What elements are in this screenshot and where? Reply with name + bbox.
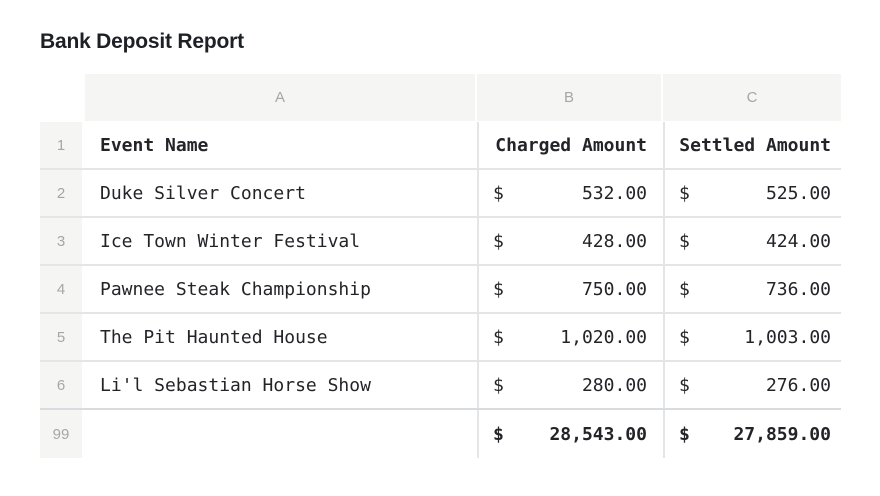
- header-cell-settled-amount[interactable]: Settled Amount: [663, 122, 841, 168]
- currency-symbol: $: [493, 374, 504, 396]
- cell-settled-amount[interactable]: $ 424.00: [663, 218, 841, 264]
- table-row: 2 Duke Silver Concert $ 532.00 $ 525.00: [40, 170, 841, 218]
- row-number[interactable]: 4: [40, 266, 82, 312]
- cell-event-name[interactable]: Li'l Sebastian Horse Show: [100, 374, 371, 396]
- cell-settled-amount[interactable]: $ 525.00: [663, 170, 841, 216]
- amount-value: 532.00: [581, 182, 647, 204]
- currency-symbol: $: [679, 182, 690, 204]
- amount-value: 424.00: [765, 230, 831, 252]
- currency-symbol: $: [493, 230, 504, 252]
- cell-event-name[interactable]: The Pit Haunted House: [100, 326, 328, 348]
- cell-charged-amount[interactable]: $ 1,020.00: [477, 314, 663, 360]
- table-row: 3 Ice Town Winter Festival $ 428.00 $ 42…: [40, 218, 841, 266]
- column-letter-row: A B C: [40, 74, 841, 121]
- row-number[interactable]: 6: [40, 362, 82, 408]
- cell-settled-amount[interactable]: $ 1,003.00: [663, 314, 841, 360]
- cell-event-name-empty[interactable]: [85, 410, 477, 458]
- cell-settled-amount[interactable]: $ 736.00: [663, 266, 841, 312]
- cell-charged-amount[interactable]: $ 428.00: [477, 218, 663, 264]
- currency-symbol: $: [679, 423, 690, 445]
- cell-charged-amount[interactable]: $ 750.00: [477, 266, 663, 312]
- row-number[interactable]: 3: [40, 218, 82, 264]
- cell-event-name[interactable]: Pawnee Steak Championship: [100, 278, 371, 300]
- table-header-row: 1 Event Name Charged Amount Settled Amou…: [40, 122, 841, 170]
- spreadsheet: A B C 1 Event Name Charged Amount Settle…: [40, 74, 841, 458]
- amount-value: 28,543.00: [549, 423, 647, 445]
- amount-value: 280.00: [581, 374, 647, 396]
- table-row: 6 Li'l Sebastian Horse Show $ 280.00 $ 2…: [40, 362, 841, 410]
- currency-symbol: $: [493, 326, 504, 348]
- row-number[interactable]: 1: [40, 122, 82, 168]
- amount-value: 276.00: [765, 374, 831, 396]
- column-header-b[interactable]: B: [477, 74, 661, 121]
- currency-symbol: $: [679, 326, 690, 348]
- currency-symbol: $: [493, 423, 504, 445]
- row-number[interactable]: 5: [40, 314, 82, 360]
- table-row: 4 Pawnee Steak Championship $ 750.00 $ 7…: [40, 266, 841, 314]
- column-header-a[interactable]: A: [85, 74, 475, 121]
- amount-value: 1,003.00: [744, 326, 831, 348]
- cell-event-name[interactable]: Ice Town Winter Festival: [100, 230, 361, 252]
- cell-settled-amount[interactable]: $ 276.00: [663, 362, 841, 408]
- currency-symbol: $: [679, 230, 690, 252]
- currency-symbol: $: [679, 374, 690, 396]
- cell-total-settled-amount[interactable]: $ 27,859.00: [663, 410, 841, 458]
- currency-symbol: $: [679, 278, 690, 300]
- header-cell-event-name[interactable]: Event Name: [100, 134, 209, 156]
- row-number[interactable]: 99: [40, 410, 82, 458]
- column-header-c[interactable]: C: [663, 74, 841, 121]
- currency-symbol: $: [493, 182, 504, 204]
- cell-total-charged-amount[interactable]: $ 28,543.00: [477, 410, 663, 458]
- amount-value: 736.00: [765, 278, 831, 300]
- total-row: 99 $ 28,543.00 $ 27,859.00: [40, 410, 841, 458]
- amount-value: 525.00: [765, 182, 831, 204]
- amount-value: 27,859.00: [733, 423, 831, 445]
- table-row: 5 The Pit Haunted House $ 1,020.00 $ 1,0…: [40, 314, 841, 362]
- amount-value: 1,020.00: [560, 326, 647, 348]
- row-number[interactable]: 2: [40, 170, 82, 216]
- page-title: Bank Deposit Report: [40, 30, 244, 53]
- header-cell-charged-amount[interactable]: Charged Amount: [477, 122, 663, 168]
- cell-charged-amount[interactable]: $ 280.00: [477, 362, 663, 408]
- amount-value: 428.00: [581, 230, 647, 252]
- cell-charged-amount[interactable]: $ 532.00: [477, 170, 663, 216]
- currency-symbol: $: [493, 278, 504, 300]
- cell-event-name[interactable]: Duke Silver Concert: [100, 182, 306, 204]
- amount-value: 750.00: [581, 278, 647, 300]
- corner-cell[interactable]: [40, 74, 82, 121]
